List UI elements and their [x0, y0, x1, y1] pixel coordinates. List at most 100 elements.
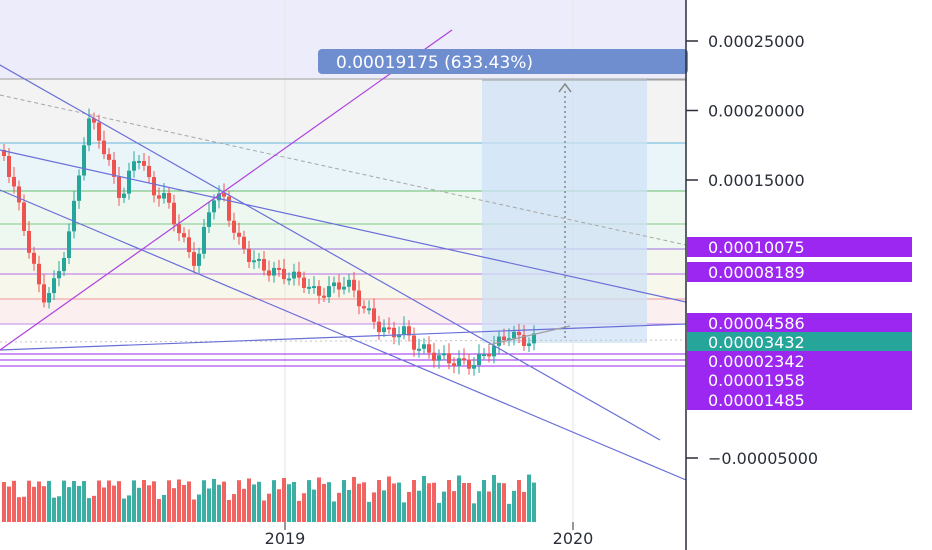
- volume-bar: [72, 480, 76, 522]
- volume-bar: [327, 482, 331, 522]
- candle-body: [222, 193, 226, 197]
- candle-body: [467, 359, 471, 369]
- volume-bar: [267, 493, 271, 522]
- volume-bar: [377, 480, 381, 522]
- candle-body: [207, 212, 211, 227]
- candle-body: [62, 257, 66, 272]
- candle-body: [512, 331, 516, 339]
- volume-bar: [467, 482, 471, 522]
- volume-bar: [137, 487, 141, 522]
- volume-bar: [297, 500, 301, 522]
- volume-bar: [107, 480, 111, 522]
- candle-body: [502, 336, 506, 341]
- candle-body: [457, 358, 461, 367]
- candle-body: [522, 335, 526, 347]
- volume-bar: [27, 480, 31, 522]
- candle-body: [402, 326, 406, 335]
- volume-bar: [7, 486, 11, 522]
- candle-body: [387, 327, 391, 330]
- candle-body: [22, 202, 26, 231]
- price-tag-box: [687, 351, 912, 371]
- volume-bar: [172, 488, 176, 522]
- candle-body: [287, 278, 291, 281]
- measure-arrowhead: [558, 82, 572, 93]
- volume-bar: [477, 491, 481, 522]
- volume-bar: [62, 480, 66, 522]
- volume-bar: [527, 474, 531, 522]
- price-tick-label: −0.00005000: [708, 449, 818, 468]
- volume-bar: [387, 476, 391, 522]
- candle-body: [342, 286, 346, 290]
- volume-bar: [17, 497, 21, 522]
- volume-bar: [12, 480, 16, 522]
- candle-body: [347, 279, 351, 287]
- candle-body: [212, 200, 216, 213]
- volume-bar: [472, 503, 476, 522]
- volume-bar: [412, 480, 416, 522]
- candle-body: [297, 271, 301, 278]
- volume-bar: [312, 489, 316, 522]
- volume-bar: [202, 480, 206, 522]
- candle-body: [112, 159, 116, 177]
- volume-bar: [152, 481, 156, 522]
- candle-body: [432, 352, 436, 361]
- volume-bar: [517, 480, 521, 522]
- dashed-trendline: [0, 94, 687, 246]
- candle-body: [227, 196, 231, 221]
- candles: [2, 108, 536, 376]
- candle-body: [367, 308, 371, 311]
- price-axis[interactable]: 0.00025000 0.00020000 0.00015000 −0.0000500…: [686, 32, 818, 468]
- volume-bar: [352, 476, 356, 522]
- time-axis[interactable]: 2019 2020: [265, 522, 594, 548]
- candle-body: [202, 226, 206, 254]
- candle-body: [392, 327, 396, 338]
- candle-body: [462, 358, 466, 361]
- volume-bar: [222, 481, 226, 522]
- candle-body: [352, 279, 356, 291]
- candle-body: [507, 338, 511, 341]
- candle-body: [332, 282, 336, 287]
- candle-body: [177, 224, 181, 234]
- candle-body: [37, 263, 41, 285]
- candle-body: [87, 118, 91, 146]
- volume-bar: [182, 485, 186, 522]
- volume-bar: [482, 480, 486, 522]
- volume-bar: [232, 494, 236, 522]
- volume-bar: [457, 475, 461, 522]
- volume-bar: [422, 475, 426, 522]
- volume-bar: [167, 480, 171, 522]
- last-price-line: [0, 339, 687, 343]
- volume-bars: [2, 474, 536, 522]
- candle-body: [132, 161, 136, 171]
- measure-label: 0.00019175 (633.43%): [336, 53, 533, 73]
- candle-body: [47, 293, 51, 303]
- price-tag-box: [687, 237, 912, 257]
- candle-body: [217, 193, 221, 201]
- candle-body: [172, 202, 176, 225]
- volume-bar: [77, 485, 81, 522]
- volume-bar: [237, 480, 241, 522]
- candle-body: [397, 334, 401, 338]
- candle-body: [337, 282, 341, 290]
- candle-body: [487, 354, 491, 357]
- candle-body: [167, 192, 171, 203]
- price-tag-label: 0.00001485: [708, 391, 805, 410]
- price-tag-box: [687, 332, 912, 352]
- candle-body: [2, 150, 6, 156]
- volume-bar: [407, 492, 411, 522]
- volume-bar: [262, 500, 266, 522]
- volume-bar: [417, 490, 421, 522]
- volume-bar: [292, 481, 296, 522]
- volume-bar: [92, 495, 96, 522]
- candle-body: [192, 252, 196, 266]
- candle-body: [247, 248, 251, 262]
- candle-body: [497, 336, 501, 346]
- volume-bar: [192, 499, 196, 522]
- price-tag-label: 0.00010075: [708, 238, 805, 257]
- candle-body: [447, 353, 451, 364]
- volume-bar: [362, 482, 366, 522]
- volume-bar: [382, 490, 386, 522]
- volume-bar: [57, 496, 61, 522]
